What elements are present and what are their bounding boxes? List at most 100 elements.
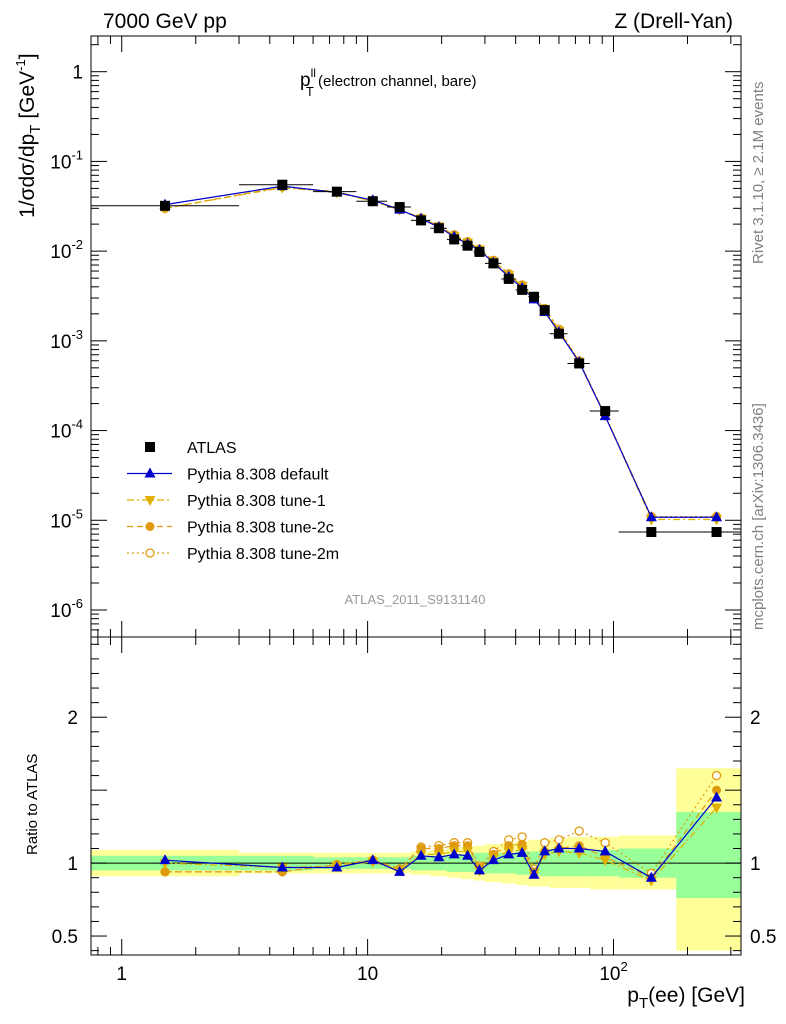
ratio-marker-default [553, 842, 565, 853]
legend-marker-default [144, 467, 156, 478]
title-sub: T [306, 84, 314, 99]
x-tick-labels: 1 10 102 [116, 959, 627, 985]
x-tick-label-base: 10 [599, 964, 620, 985]
header-left: 7000 GeV pp [103, 10, 227, 33]
ratio-y-axis-label: Ratio to ATLAS [24, 754, 41, 855]
y-tick-label-base: 10 [50, 242, 71, 263]
ratio-marker-tune1 [599, 856, 611, 867]
y-tick-label: 10-1 [50, 147, 83, 173]
x-tick-label-exponent: 2 [620, 959, 627, 974]
main-marker-atlas [160, 200, 171, 211]
x-tick-label: 1 [116, 964, 127, 985]
main-y-tick-labels: 110-110-210-310-410-510-6 [50, 63, 83, 622]
ratio-plot-frame [90, 636, 742, 956]
ratio-y-tick-labels: 0.5 0.5 1 1 2 2 [52, 708, 777, 948]
ratio-marker-default [487, 854, 499, 865]
main-marker-atlas [449, 234, 460, 245]
main-marker-atlas [331, 186, 342, 197]
x-label-main: p [627, 984, 639, 1007]
main-marker-atlas [553, 328, 564, 339]
main-y-axis-label: 1/σdσ/dpT [GeV-1] [13, 53, 44, 218]
main-marker-atlas [503, 273, 514, 284]
main-marker-atlas [574, 358, 585, 369]
ratio-marker-tune2c [712, 785, 722, 795]
header-right: Z (Drell-Yan) [614, 10, 733, 33]
inner-uncertainty-band [676, 812, 741, 899]
y-tick-label: 10-3 [50, 327, 83, 353]
y-tick-label: 10-4 [50, 417, 83, 443]
y-tick-label-base: 10 [50, 152, 71, 173]
y-tick-label: 1 [72, 63, 83, 84]
ratio-panel: 0.5 0.51 12 2 1 10 102 Ratio to ATLAS pT(ee) … [24, 636, 777, 1012]
y-tick-label-exponent: -2 [71, 237, 83, 252]
legend-marker-tune1 [144, 496, 156, 506]
main-marker-default [711, 511, 723, 522]
y-tick-label-exponent: -1 [71, 147, 83, 162]
ratio-marker-default [276, 861, 288, 872]
ratio-axis-ticks [91, 637, 741, 955]
ratio-y-tick-label-right: 1 [750, 854, 761, 875]
ratio-marker-default [516, 846, 528, 857]
ratio-marker-default [503, 848, 515, 859]
main-marker-atlas [488, 258, 499, 269]
main-marker-atlas [474, 246, 485, 257]
legend-marker-atlas [145, 442, 155, 452]
ratio-marker-default [331, 861, 343, 872]
ratio-marker-default [599, 845, 611, 856]
x-tick-label-base: 1 [116, 964, 127, 985]
title-sup: ll [311, 66, 316, 80]
y-tick-label-exponent: -3 [71, 327, 83, 342]
main-marker-atlas [539, 305, 550, 316]
ratio-y-tick-label-right: 0.5 [750, 927, 776, 948]
ratio-marker-default [367, 854, 379, 865]
ratio-series [159, 770, 723, 887]
main-marker-atlas [367, 196, 378, 207]
x-tick-label: 10 [357, 964, 378, 985]
ratio-line-default [164, 797, 718, 879]
ratio-marker-default [645, 871, 657, 882]
ratio-y-tick-label-right: 2 [750, 708, 761, 729]
x-label-rest: (ee) [GeV] [648, 984, 745, 1007]
main-panel: 110-110-210-310-410-510-6 1/σdσ/dpT [GeV… [13, 35, 742, 638]
main-marker-atlas [433, 223, 444, 234]
title-rest: (electron channel, bare) [314, 73, 477, 90]
ratio-marker-default [539, 845, 551, 856]
y-tick-label-base: 1 [72, 63, 83, 84]
legend-label-tune2m: Pythia 8.308 tune-2m [187, 546, 339, 563]
ratio-marker-default [473, 864, 485, 875]
main-series [91, 179, 741, 538]
legend-marker-tune2m [145, 548, 155, 558]
rivet-version-label: Rivet 3.1.10, ≥ 2.1M events [750, 82, 767, 265]
legend-marker-tune2c [145, 522, 155, 531]
main-marker-atlas [529, 291, 540, 302]
y-tick-label-base: 10 [50, 422, 71, 443]
title-main: p [300, 70, 311, 91]
main-marker-atlas [517, 284, 528, 295]
ratio-y-tick-label-left: 2 [67, 708, 78, 729]
ratio-marker-default [573, 842, 585, 853]
distribution-title: pll T (electron channel, bare) [300, 66, 476, 99]
y-tick-label-base: 10 [50, 601, 71, 622]
y-tick-label-base: 10 [50, 511, 71, 532]
main-marker-atlas [711, 527, 722, 538]
y-tick-label-base: 10 [50, 332, 71, 353]
legend-label-tune1: Pythia 8.308 tune-1 [187, 493, 326, 510]
ratio-marker-default [433, 851, 445, 862]
ratio-marker-tune2c [160, 867, 170, 877]
x-label-sub: T [639, 995, 648, 1012]
x-tick-label-base: 10 [357, 964, 378, 985]
mcplots-reference-label: mcplots.cern.ch [arXiv:1306.3436] [750, 403, 767, 630]
y-tick-label-exponent: -6 [71, 596, 83, 611]
ratio-line-tune2m [165, 775, 718, 875]
ratio-marker-tune1 [711, 803, 723, 814]
main-marker-atlas [600, 406, 611, 417]
main-marker-atlas [416, 215, 427, 226]
main-marker-atlas [646, 527, 657, 538]
ratio-marker-default [711, 791, 723, 802]
ratio-marker-default [415, 849, 427, 860]
legend: ATLAS Pythia 8.308 default Pythia 8.308 tu… [127, 440, 339, 563]
ratio-y-tick-label-left: 1 [67, 854, 78, 875]
ratio-marker-default [159, 854, 171, 865]
legend-label-atlas: ATLAS [187, 440, 237, 457]
main-marker-atlas [394, 202, 405, 213]
